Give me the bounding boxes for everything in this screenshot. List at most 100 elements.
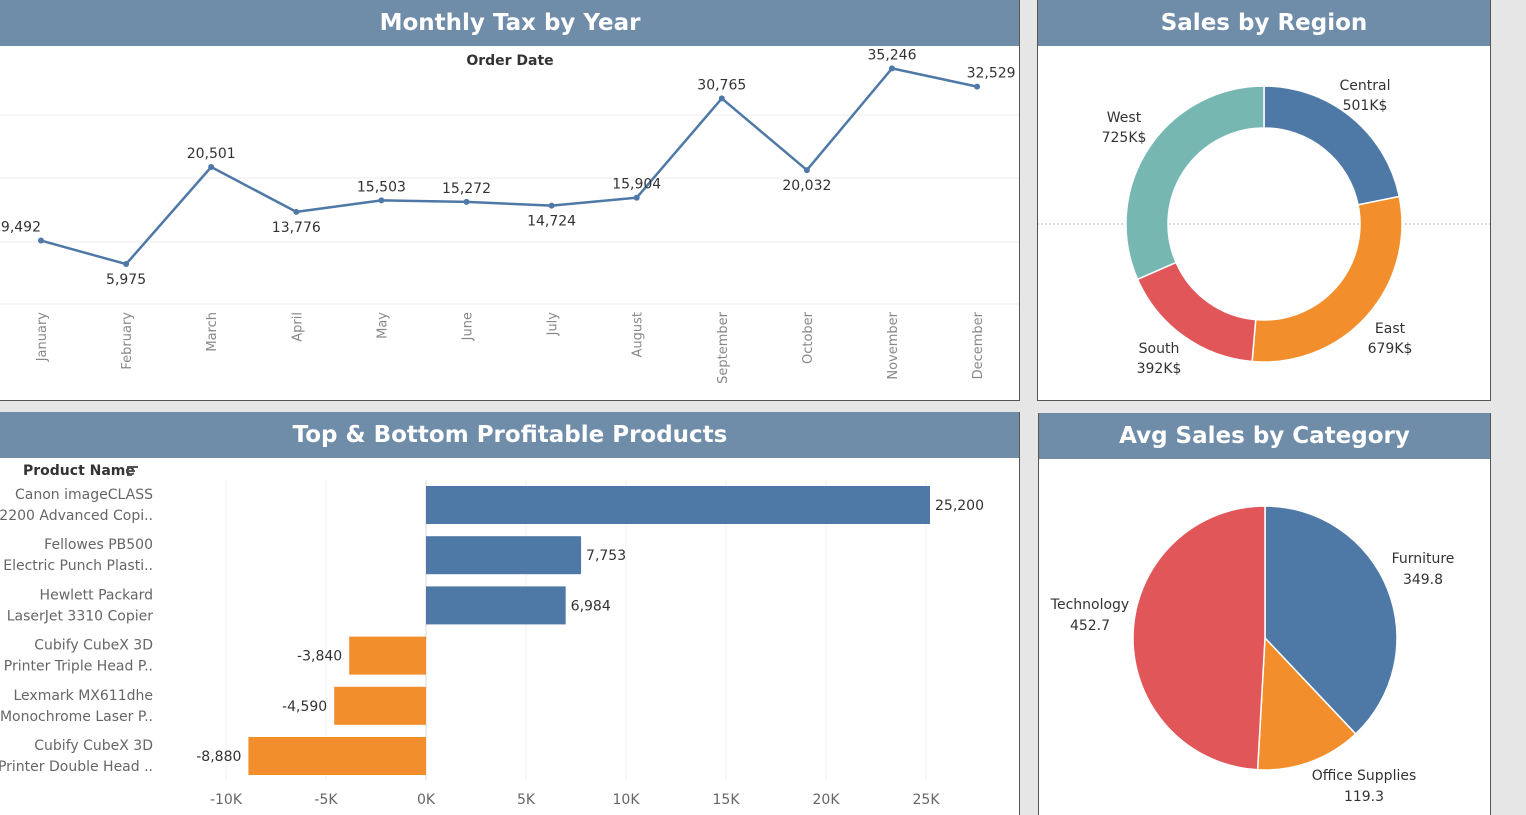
category-name-furniture: Furniture bbox=[1392, 551, 1455, 567]
product-name-1-line-0: Fellowes PB500 bbox=[44, 537, 153, 553]
category-value-technology: 452.7 bbox=[1070, 618, 1110, 634]
product-name-2-line-1: LaserJet 3310 Copier bbox=[7, 608, 154, 624]
sort-descending-icon[interactable] bbox=[127, 466, 138, 476]
product-value-4: -4,590 bbox=[282, 699, 327, 715]
product-bar-2[interactable] bbox=[426, 586, 566, 625]
month-label-august: August bbox=[631, 312, 646, 358]
x-tick-25k: 25K bbox=[913, 792, 941, 808]
product-value-3: -3,840 bbox=[297, 649, 342, 665]
product-bar-1[interactable] bbox=[426, 536, 582, 575]
product-value-0: 25,200 bbox=[935, 498, 984, 514]
month-label-july: July bbox=[546, 312, 561, 337]
x-tick-10k: -10K bbox=[210, 792, 243, 808]
month-label-january: January bbox=[35, 312, 50, 363]
sales-region-title: Sales by Region bbox=[1037, 0, 1491, 46]
tax-point-january[interactable] bbox=[38, 237, 44, 244]
category-slice-furniture[interactable] bbox=[1264, 505, 1398, 735]
category-name-technology: Technology bbox=[1050, 597, 1129, 613]
product-value-5: -8,880 bbox=[196, 749, 241, 765]
product-name-0-line-1: 2200 Advanced Copi.. bbox=[0, 508, 153, 524]
top-bottom-panel: Top & Bottom Profitable Products Product… bbox=[0, 412, 1020, 815]
category-value-office-supplies: 119.3 bbox=[1344, 789, 1384, 805]
tax-point-november[interactable] bbox=[889, 65, 895, 72]
monthly-tax-title: Monthly Tax by Year bbox=[0, 0, 1020, 46]
x-tick-5k: -5K bbox=[314, 792, 338, 808]
tax-label-february: 5,975 bbox=[106, 272, 146, 288]
product-name-5-line-1: Printer Double Head .. bbox=[0, 759, 153, 775]
product-value-2: 6,984 bbox=[571, 598, 611, 614]
region-value-west: 725K$ bbox=[1102, 130, 1147, 146]
category-name-office-supplies: Office Supplies bbox=[1312, 768, 1417, 784]
product-name-1-line-1: Electric Punch Plasti.. bbox=[3, 558, 153, 574]
tax-label-march: 20,501 bbox=[187, 146, 236, 162]
tax-point-may[interactable] bbox=[378, 197, 385, 204]
product-name-2-line-0: Hewlett Packard bbox=[40, 587, 153, 603]
x-tick-5k: 5K bbox=[517, 792, 536, 808]
tax-point-september[interactable] bbox=[718, 95, 725, 102]
category-slice-technology[interactable] bbox=[1132, 505, 1266, 771]
month-label-may: May bbox=[375, 312, 390, 339]
product-name-4-line-0: Lexmark MX611dhe bbox=[13, 688, 153, 704]
tax-line bbox=[40, 67, 978, 266]
tax-label-september: 30,765 bbox=[697, 77, 746, 93]
tax-point-august[interactable] bbox=[633, 194, 640, 201]
region-name-east: East bbox=[1375, 321, 1406, 337]
x-tick-10k: 10K bbox=[613, 792, 641, 808]
tax-label-august: 15,904 bbox=[612, 177, 661, 193]
tax-point-june[interactable] bbox=[463, 198, 470, 205]
product-bar-0[interactable] bbox=[426, 486, 930, 524]
tax-label-july: 14,724 bbox=[527, 214, 576, 230]
sales-region-chart: Central 501K$ East 679K$ South 392K$ West 725K$ bbox=[1037, 78, 1491, 377]
monthly-tax-chart: Order Date 9,492 5,975 20,501 13,776 15,503 1… bbox=[0, 47, 1020, 384]
top-bottom-title: Top & Bottom Profitable Products bbox=[0, 412, 1020, 458]
month-label-february: February bbox=[120, 312, 135, 370]
tax-label-january: 9,492 bbox=[1, 220, 41, 236]
month-label-december: December bbox=[971, 311, 986, 379]
region-slice-west[interactable] bbox=[1125, 85, 1265, 281]
region-value-central: 501K$ bbox=[1343, 98, 1388, 114]
product-name-5-line-0: Cubify CubeX 3D bbox=[34, 738, 153, 754]
product-name-4-line-1: Monochrome Laser P.. bbox=[0, 709, 153, 725]
month-label-june: June bbox=[461, 312, 476, 341]
top-bottom-chart: Product Name 25,200 7,753 6,984 -3,840 -4,59… bbox=[0, 463, 984, 808]
category-value-furniture: 349.8 bbox=[1403, 572, 1443, 588]
tax-label-april: 13,776 bbox=[272, 220, 321, 236]
order-date-header: Order Date bbox=[466, 53, 553, 69]
product-name-3-line-0: Cubify CubeX 3D bbox=[34, 638, 153, 654]
avg-sales-panel: Avg Sales by Category Furniture 349.8 Offi… bbox=[1038, 413, 1491, 815]
avg-sales-chart: Furniture 349.8 Office Supplies 119.3 Techno… bbox=[1050, 505, 1455, 805]
product-value-1: 7,753 bbox=[586, 548, 626, 564]
tax-label-november: 35,246 bbox=[868, 47, 917, 63]
category-slice-office-supplies[interactable] bbox=[1256, 636, 1357, 771]
tax-point-july[interactable] bbox=[548, 202, 555, 209]
tax-point-february[interactable] bbox=[123, 261, 130, 268]
avg-sales-title: Avg Sales by Category bbox=[1038, 413, 1491, 459]
sales-region-panel: Sales by Region Central 501K$ East 679K$ Sou… bbox=[1037, 0, 1491, 401]
tax-point-december[interactable] bbox=[974, 83, 981, 90]
tax-point-october[interactable] bbox=[803, 167, 810, 174]
region-name-south: South bbox=[1139, 341, 1180, 357]
tax-label-june: 15,272 bbox=[442, 181, 491, 197]
month-label-april: April bbox=[290, 312, 305, 342]
product-bar-3[interactable] bbox=[349, 636, 426, 675]
tax-label-october: 20,032 bbox=[782, 178, 831, 194]
month-label-october: October bbox=[801, 311, 816, 364]
region-name-west: West bbox=[1107, 110, 1142, 126]
product-name-0-line-0: Canon imageCLASS bbox=[15, 487, 153, 503]
region-slice-east[interactable] bbox=[1251, 195, 1403, 363]
tax-point-april[interactable] bbox=[293, 208, 300, 215]
tax-label-may: 15,503 bbox=[357, 179, 406, 195]
month-label-september: September bbox=[716, 311, 731, 384]
product-bar-4[interactable] bbox=[334, 686, 426, 725]
tax-label-december: 32,529 bbox=[967, 66, 1016, 82]
region-value-east: 679K$ bbox=[1368, 341, 1413, 357]
month-label-march: March bbox=[205, 312, 220, 352]
x-tick-15k: 15K bbox=[713, 792, 741, 808]
x-tick-20k: 20K bbox=[813, 792, 841, 808]
product-name-header: Product Name bbox=[23, 463, 135, 479]
tax-point-march[interactable] bbox=[208, 163, 215, 170]
product-bar-5[interactable] bbox=[248, 737, 426, 775]
region-value-south: 392K$ bbox=[1137, 361, 1182, 377]
monthly-tax-panel: Monthly Tax by Year Order Date 9,492 5,97… bbox=[0, 0, 1020, 401]
region-name-central: Central bbox=[1340, 78, 1391, 94]
